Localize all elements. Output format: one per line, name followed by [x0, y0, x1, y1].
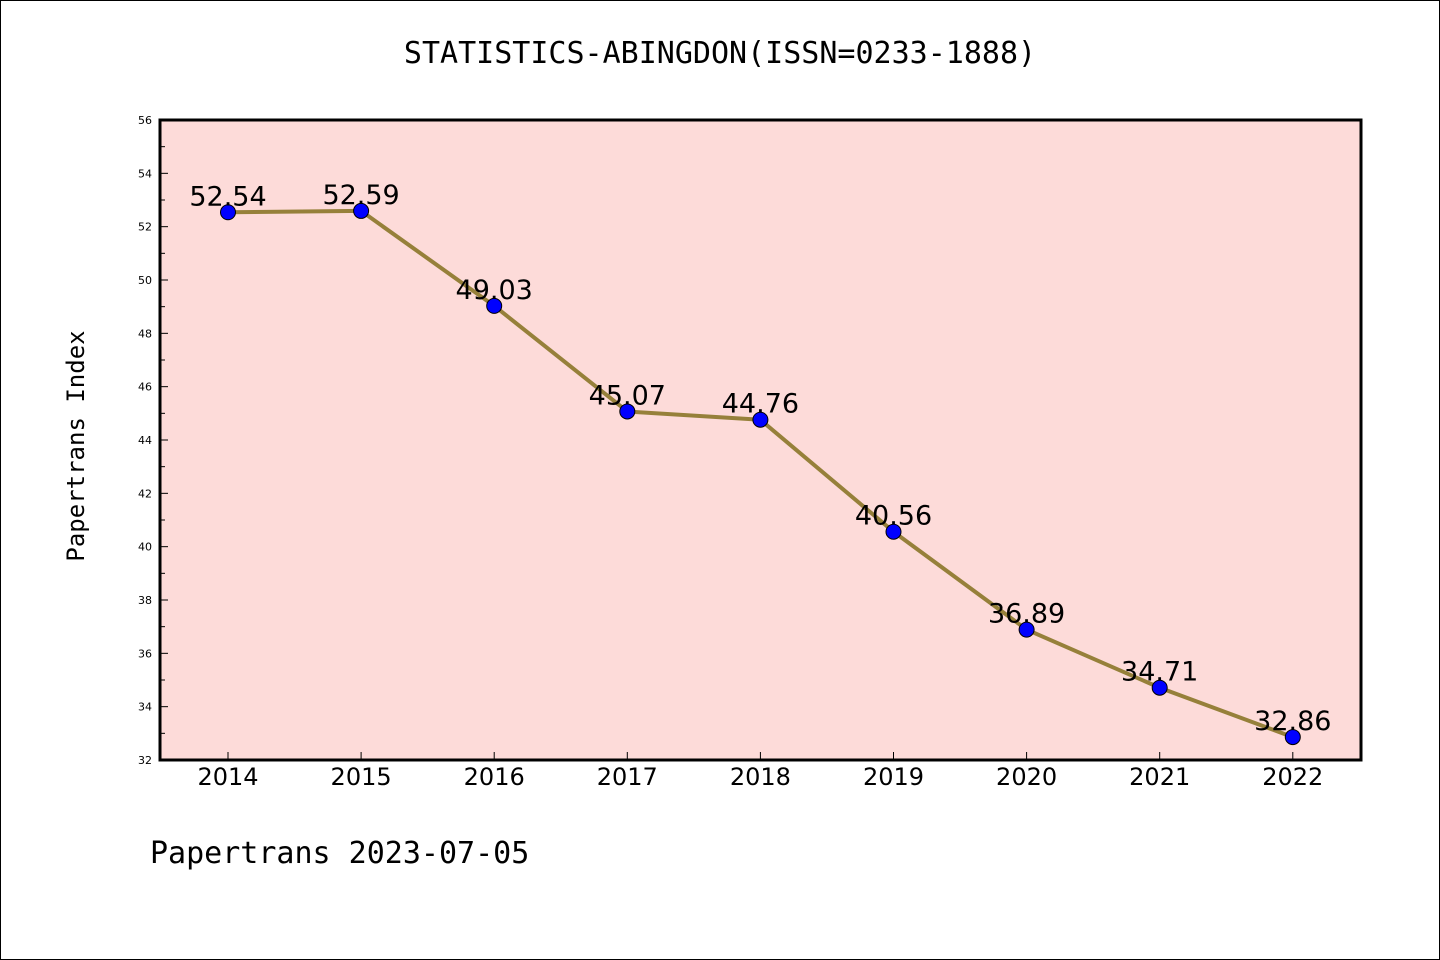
data-point	[353, 202, 370, 219]
y-tick-label: 48	[138, 327, 152, 340]
y-tick-label: 56	[138, 114, 152, 127]
y-tick-label: 42	[138, 487, 152, 500]
data-point	[1018, 621, 1035, 638]
x-tick-label: 2020	[996, 763, 1057, 791]
y-tick-label: 52	[138, 221, 152, 234]
x-tick-label: 2015	[331, 763, 392, 791]
x-tick-label: 2014	[197, 763, 258, 791]
y-tick-label: 40	[138, 541, 152, 554]
x-tick-label: 2022	[1262, 763, 1323, 791]
plot-area	[160, 120, 1361, 760]
x-tick-label: 2017	[597, 763, 658, 791]
data-label: 32.86	[1254, 706, 1331, 737]
data-label: 44.76	[722, 389, 799, 420]
y-tick-label: 38	[138, 594, 152, 607]
data-label: 45.07	[589, 380, 666, 411]
y-tick-label: 34	[138, 701, 152, 714]
data-label: 40.56	[855, 501, 932, 532]
data-point	[220, 204, 236, 221]
data-label: 52.59	[322, 180, 399, 211]
chart-title: STATISTICS-ABINGDON(ISSN=0233-1888)	[403, 36, 1037, 71]
x-tick-label: 2021	[1129, 763, 1190, 791]
data-point	[486, 297, 503, 314]
plot-border	[158, 118, 1363, 762]
data-label: 34.71	[1121, 657, 1198, 688]
data-label: 49.03	[456, 275, 533, 306]
data-point	[1284, 729, 1301, 746]
y-tick-label: 32	[138, 754, 152, 767]
data-label: 36.89	[988, 599, 1065, 630]
x-tick-label: 2016	[464, 763, 525, 791]
x-tick-label: 2019	[863, 763, 924, 791]
y-tick-label: 50	[138, 274, 152, 287]
data-point	[885, 523, 902, 540]
y-tick-label: 46	[138, 381, 152, 394]
data-point	[1151, 679, 1168, 696]
y-tick-label: 36	[138, 647, 152, 660]
x-tick-label: 2018	[730, 763, 791, 791]
footer-text: Papertrans 2023-07-05	[150, 836, 530, 871]
y-tick-label: 44	[138, 434, 152, 447]
data-point	[752, 411, 769, 428]
y-tick-label: 54	[138, 167, 152, 180]
data-point	[619, 403, 636, 420]
data-label: 52.54	[189, 181, 266, 212]
